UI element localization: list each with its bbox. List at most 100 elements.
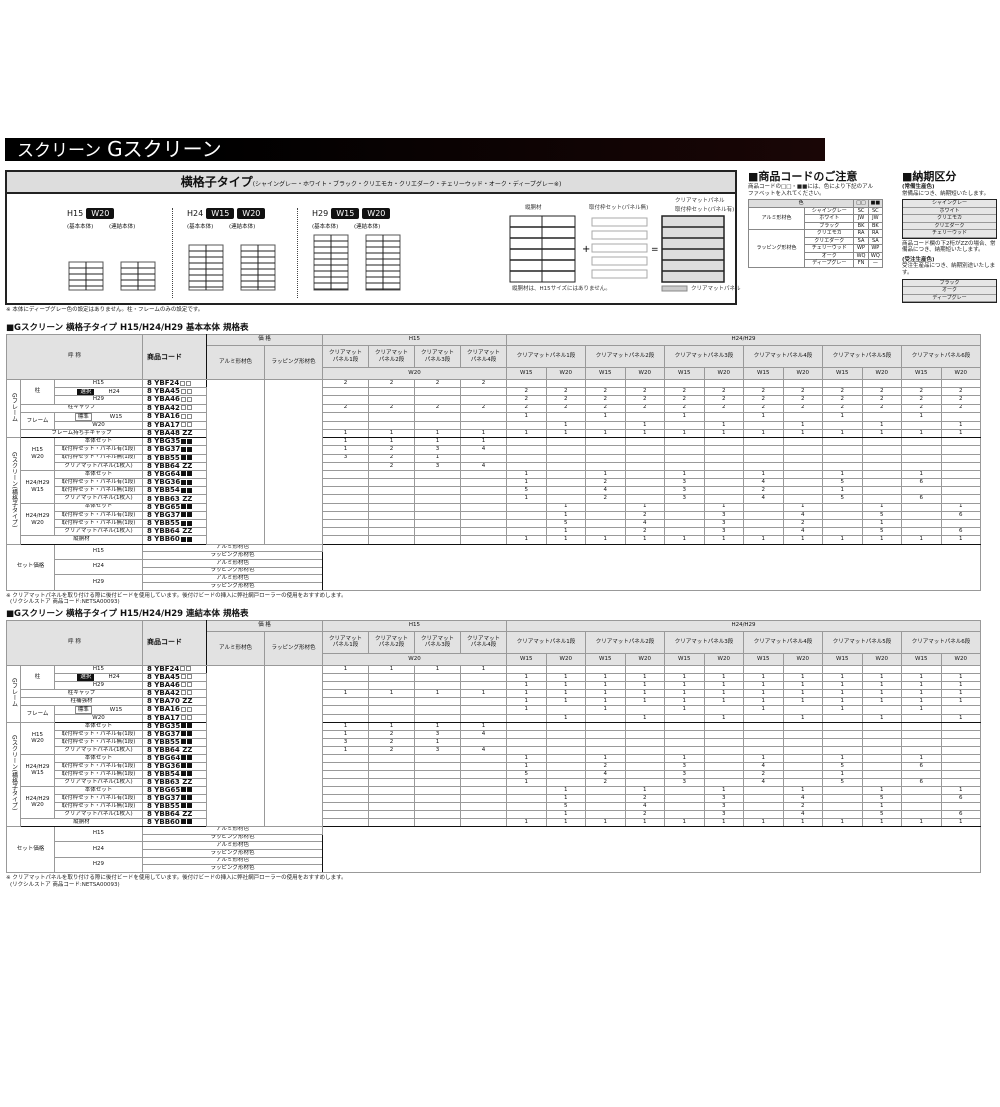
quantity-cell: 1 (664, 753, 705, 763)
color-box-filled-icon (180, 771, 186, 777)
quantity-cell (703, 777, 744, 787)
quantity-cell (940, 494, 981, 504)
assembly-diagram: + = (509, 215, 725, 292)
quantity-cell (545, 729, 586, 739)
quantity-cell: 1 (782, 688, 823, 698)
quantity-cell: 1 (861, 680, 902, 690)
color-box-empty-icon (180, 405, 186, 411)
item-name-text: 本体セット (84, 722, 113, 729)
quantity-cell (414, 793, 461, 803)
quantity-cell: 1 (940, 428, 981, 439)
quantity-cell (414, 801, 461, 811)
quantity-cell (782, 378, 823, 389)
order-desc: 受注生産品につき、納期別途いたします。 (902, 263, 996, 277)
color-box-filled-icon (187, 471, 193, 477)
quantity-cell: 1 (664, 704, 705, 715)
size-height: H24 (187, 209, 204, 218)
panel-header: クリアマット パネル2段 (368, 630, 415, 654)
quantity-cell (664, 737, 705, 747)
quantity-cell: 3 (414, 745, 461, 755)
quantity-cell: 1 (782, 502, 823, 512)
quantity-cell (322, 486, 369, 496)
item-name-text: H29 (92, 681, 105, 688)
quantity-cell: 1 (585, 688, 626, 698)
quantity-cell: 6 (901, 777, 942, 787)
item-name-text: 本体セット (84, 503, 113, 510)
table-row: 取付枠セット・パネル無(1段) 8 YBB55 5 4 3 2 1 (7, 801, 981, 811)
quantity-cell (322, 753, 369, 763)
quantity-cell: 1 (822, 680, 863, 690)
quantity-cell: 2 (743, 395, 784, 405)
quantity-cell: 1 (506, 680, 547, 690)
product-code: 8 YBG35 (142, 437, 207, 447)
quantity-cell (506, 793, 547, 803)
table-row: 取付枠セット・パネル有(1段) 8 YBG37 1 2 3 4 5 6 (7, 793, 981, 803)
panel-header: クリアマット パネル1段 (322, 345, 369, 368)
quantity-cell (414, 387, 461, 397)
quantity-cell (460, 761, 507, 771)
product-code-text: 8 YBB60 (147, 818, 180, 826)
quantity-cell (414, 469, 461, 480)
product-code-text: 8 YBA46 (147, 395, 180, 404)
quantity-cell (585, 737, 626, 747)
quantity-cell: 2 (901, 403, 942, 413)
product-code: 8 YBF24 (142, 664, 207, 674)
item-name: 柱キャップ (20, 403, 143, 413)
quantity-cell (624, 729, 665, 739)
quantity-cell: 1 (822, 696, 863, 706)
product-code-text: 8 YBB55 (147, 519, 180, 528)
subgroup-label: フレーム (20, 411, 55, 430)
quantity-cell: 1 (822, 535, 863, 545)
quantity-cell: 2 (703, 387, 744, 397)
color-cell: JW (853, 214, 869, 223)
color-box-filled-icon (186, 819, 192, 825)
quantity-cell (624, 721, 665, 731)
quantity-cell (782, 777, 823, 787)
quantity-cell: 1 (940, 785, 981, 795)
quantity-cell: 2 (460, 378, 507, 389)
quantity-cell: 1 (322, 428, 369, 439)
product-code: 8 YBB63 ZZ (142, 494, 207, 504)
quantity-cell (782, 437, 823, 447)
quantity-cell: 4 (782, 510, 823, 521)
color-box-empty-icon (180, 422, 186, 428)
quantity-cell: 2 (703, 403, 744, 413)
set-color-label: ラッピング形材色 (142, 582, 323, 591)
quantity-cell: 6 (940, 793, 981, 803)
quantity-cell (414, 769, 461, 779)
width-header: W20 (703, 652, 744, 666)
quantity-cell: 2 (782, 403, 823, 413)
quantity-cell (368, 817, 415, 827)
quantity-cell: 1 (506, 672, 547, 682)
quantity-cell (368, 680, 415, 690)
quantity-cell (460, 817, 507, 827)
quantity-cell: 1 (664, 672, 705, 682)
color-box-filled-icon (187, 731, 193, 737)
table-row: クリアマットパネル(1枚入) 8 YBB64 ZZ 1 2 3 4 5 6 (7, 527, 981, 537)
quantity-cell: 1 (743, 680, 784, 690)
product-code: 8 YBB55 (142, 737, 207, 747)
quantity-cell (322, 704, 369, 715)
quantity-cell (368, 510, 415, 521)
item-name: 本体セット (54, 721, 143, 731)
quantity-cell: 1 (782, 680, 823, 690)
quantity-cell (585, 793, 626, 803)
quantity-cell: 1 (624, 428, 665, 439)
quantity-cell (460, 527, 507, 537)
quantity-cell (861, 721, 902, 731)
subgroup-label: H24/H29 W15 (20, 469, 55, 504)
product-code: 8 YBA70 ZZ (142, 696, 207, 706)
quantity-cell (901, 793, 942, 803)
item-name: クリアマットパネル(1枚入) (54, 777, 143, 787)
quantity-cell (861, 494, 902, 504)
price-wrap-cell (264, 664, 323, 827)
color-box-filled-icon (180, 487, 186, 493)
quantity-cell: 1 (585, 535, 626, 545)
width-header: W20 (624, 652, 665, 666)
quantity-cell (460, 672, 507, 682)
quantity-cell (940, 729, 981, 739)
quantity-cell: 2 (743, 387, 784, 397)
quantity-cell (322, 801, 369, 811)
quantity-cell: 2 (585, 777, 626, 787)
color-box-filled-icon (187, 755, 193, 761)
